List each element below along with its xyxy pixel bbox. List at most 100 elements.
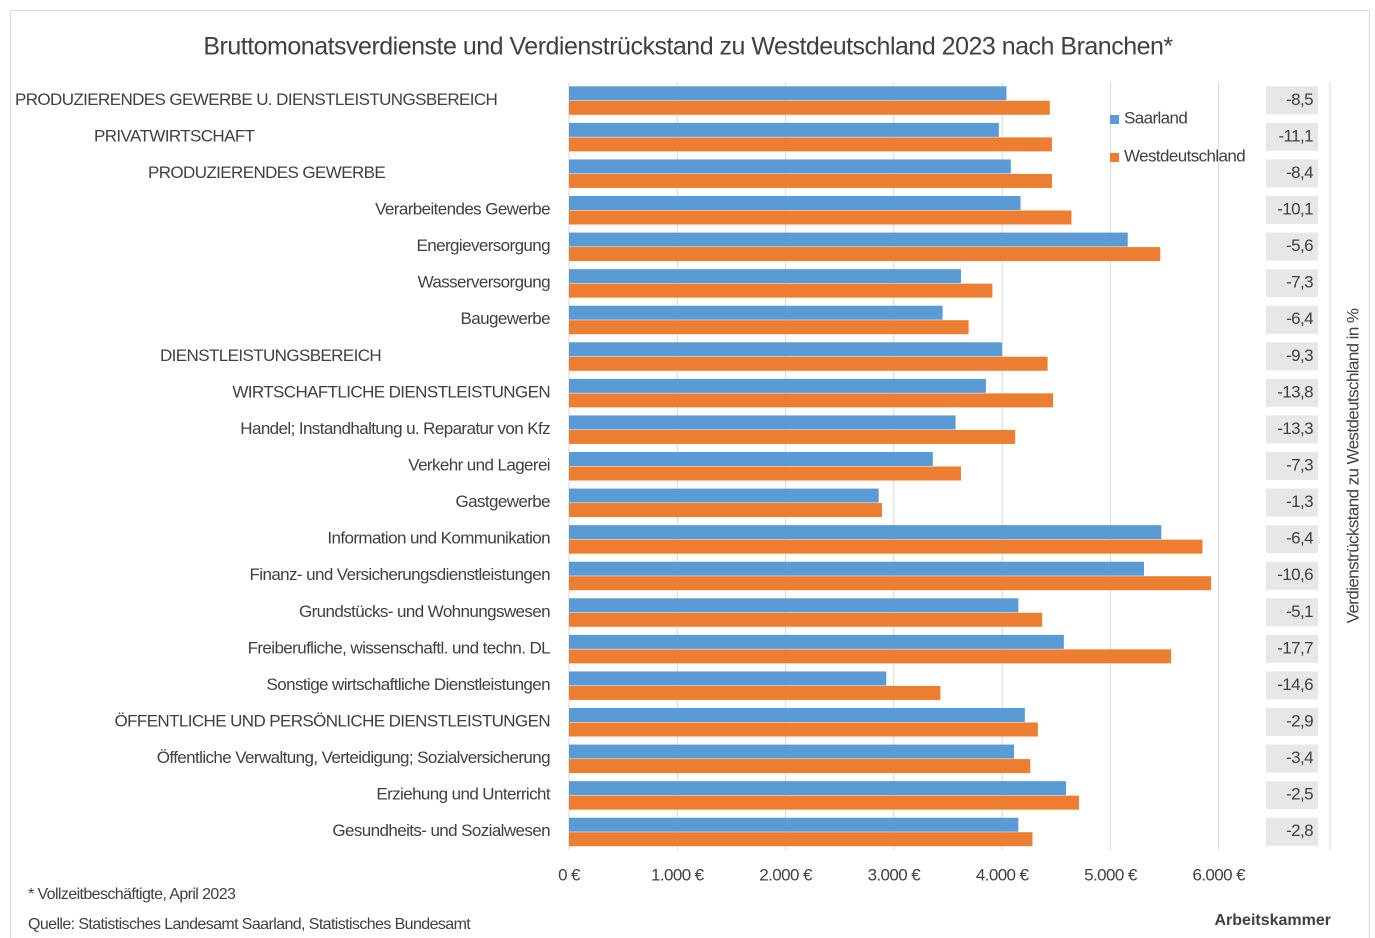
bar (569, 305, 943, 320)
y-tick-label: Wasserversorgung (418, 273, 551, 292)
bar (569, 196, 1021, 210)
brand: Arbeitskammer (1215, 912, 1332, 929)
gap-box (1266, 671, 1318, 700)
y-tick-label: Grundstücks- und Wohnungswesen (299, 602, 550, 621)
gap-box (1266, 452, 1318, 480)
gap-box (1266, 122, 1318, 151)
y-tick-label: Finanz- und Versicherungsdienstleistunge… (250, 565, 551, 584)
bar (569, 86, 1007, 101)
footnote: * Vollzeitbeschäftigte, April 2023 (28, 886, 236, 903)
y-tick-label: Energieversorgung (417, 236, 551, 255)
x-tick-label: 6.000 € (1192, 865, 1246, 884)
gap-box (1266, 708, 1318, 736)
bar (569, 708, 1025, 722)
bar (569, 649, 1172, 664)
gap-label: -6,4 (1286, 529, 1313, 548)
legend-label: Westdeutschland (1124, 146, 1245, 165)
y-tick-label: Gesundheits- und Sozialwesen (332, 821, 550, 840)
gap-label: -2,9 (1286, 711, 1313, 730)
bar (569, 598, 1019, 613)
bar (569, 378, 986, 393)
gap-label: -9,3 (1286, 346, 1313, 365)
bar (569, 561, 1144, 576)
gap-box (1266, 269, 1318, 298)
gap-box (1266, 781, 1318, 810)
gap-box (1266, 598, 1318, 627)
gap-label: -10,1 (1277, 199, 1313, 218)
bar (569, 576, 1212, 591)
gap-label: -8,5 (1286, 90, 1313, 109)
gap-label: -10,6 (1277, 565, 1313, 584)
bar (569, 671, 887, 686)
x-tick-label: 3.000 € (868, 865, 922, 884)
legend-swatch (1110, 115, 1119, 124)
gap-box (1266, 634, 1318, 663)
bar (569, 173, 1052, 188)
bar (569, 269, 961, 284)
y-tick-label: Information und Kommunikation (327, 529, 550, 548)
bar (569, 100, 1050, 115)
bar (569, 320, 969, 335)
gap-label: -7,3 (1286, 455, 1313, 474)
gap-label: -2,5 (1286, 785, 1313, 804)
gap-label: -6,4 (1286, 309, 1313, 328)
legend-swatch (1110, 153, 1119, 162)
x-tick-label: 1.000 € (651, 865, 705, 884)
x-tick-label: 0 € (558, 865, 581, 884)
x-tick-label: 2.000 € (759, 865, 813, 884)
bar (569, 342, 1003, 357)
bar (569, 634, 1064, 649)
bar (569, 832, 1033, 847)
y-tick-label: PRODUZIERENDES GEWERBE U. DIENSTLEISTUNG… (15, 90, 497, 109)
chart-title: Bruttomonatsverdienste und Verdienstrück… (203, 33, 1173, 61)
y-tick-label: PRODUZIERENDES GEWERBE (148, 163, 385, 182)
bar (569, 781, 1067, 796)
bar (569, 525, 1162, 540)
bar (569, 452, 933, 466)
bar (569, 247, 1161, 262)
gap-label: -2,8 (1286, 821, 1313, 840)
y-tick-label: Verarbeitendes Gewerbe (375, 199, 550, 218)
bar (569, 356, 1048, 371)
y-tick-label: Verkehr und Lagerei (408, 455, 550, 474)
bar (569, 415, 956, 430)
gap-box (1266, 159, 1318, 188)
y-tick-label: Erziehung und Unterricht (376, 785, 551, 804)
y-tick-label: DIENSTLEISTUNGSBEREICH (160, 346, 381, 365)
gap-label: -13,3 (1277, 419, 1313, 438)
gap-label: -14,6 (1277, 675, 1313, 694)
gap-box (1266, 342, 1318, 371)
gap-label: -1,3 (1286, 492, 1313, 511)
gap-box (1266, 232, 1318, 261)
bar (569, 612, 1043, 627)
gap-box (1266, 488, 1318, 517)
bar (569, 429, 1016, 444)
bar (569, 488, 879, 503)
bar (569, 722, 1038, 737)
y-tick-label: Baugewerbe (461, 309, 551, 328)
gap-box (1266, 86, 1318, 115)
bar (569, 283, 993, 298)
y-tick-label: Handel; Instandhaltung u. Reparatur von … (240, 419, 550, 438)
gap-box (1266, 817, 1318, 846)
bar (569, 210, 1072, 225)
gap-box (1266, 415, 1318, 444)
gap-label: -8,4 (1286, 163, 1313, 182)
gap-axis-label: Verdienstrückstand zu Westdeutschland in… (1343, 308, 1362, 623)
bar (569, 466, 961, 481)
y-tick-label: WIRTSCHAFTLICHE DIENSTLEISTUNGEN (232, 382, 550, 401)
y-tick-label: Sonstige wirtschaftliche Dienstleistunge… (267, 675, 551, 694)
gap-label: -5,6 (1286, 236, 1313, 255)
x-tick-label: 4.000 € (976, 865, 1030, 884)
gap-label: -5,1 (1286, 602, 1313, 621)
x-tick-label: 5.000 € (1084, 865, 1138, 884)
gap-box (1266, 196, 1318, 224)
bar (569, 159, 1011, 174)
gap-box (1266, 525, 1318, 554)
bar (569, 232, 1128, 247)
gap-label: -11,1 (1279, 126, 1314, 145)
bar (569, 539, 1203, 554)
gap-label: -17,7 (1277, 638, 1313, 657)
bar (569, 759, 1031, 774)
